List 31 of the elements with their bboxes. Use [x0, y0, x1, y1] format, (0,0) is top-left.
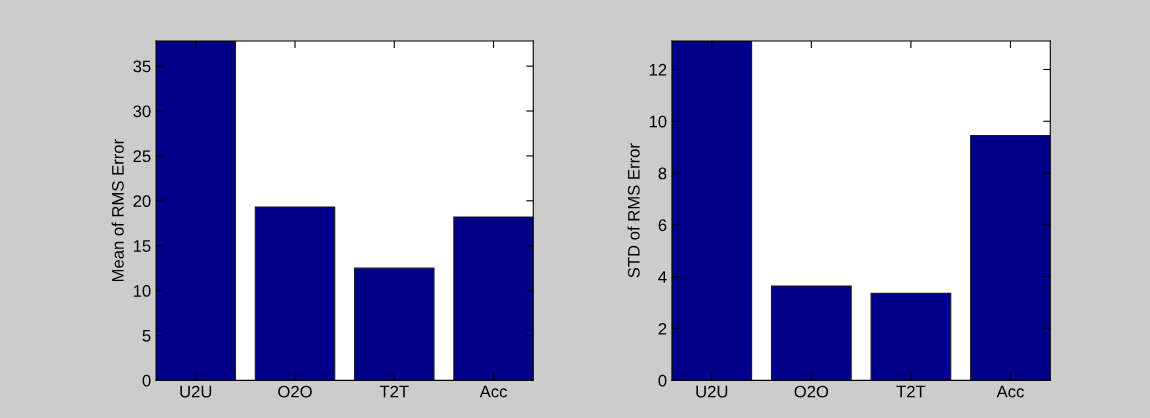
y-tick-label: 10 [133, 284, 151, 297]
y-tick-label: 0 [658, 374, 667, 387]
bar [354, 267, 435, 381]
x-tick-label: T2T [379, 385, 409, 398]
bar [453, 216, 534, 381]
y-tick-label: 0 [142, 374, 151, 387]
x-tick-label: U2U [696, 385, 728, 398]
y-tick-label: 30 [133, 105, 151, 118]
y-tick-label: 4 [658, 271, 667, 283]
y-tick-label: 8 [658, 167, 667, 180]
y-tick-label: 15 [133, 240, 151, 252]
bar [970, 134, 1051, 381]
x-tick-label: T2T [896, 385, 926, 398]
y-tick-label: 6 [658, 219, 667, 232]
y-axis-title: STD of RMS Error [627, 143, 640, 278]
y-tick-label: 2 [658, 322, 667, 335]
bar [770, 285, 852, 381]
y-tick-label: 12 [649, 63, 667, 76]
y-tick-label: 35 [133, 60, 151, 73]
x-tick-label: Acc [479, 385, 507, 398]
x-tick-label: O2O [794, 385, 829, 398]
y-tick-label: 20 [133, 195, 151, 207]
bar [254, 206, 336, 381]
x-tick-label: Acc [996, 385, 1024, 398]
x-tick-label: U2U [180, 385, 212, 398]
y-axis-title: Mean of RMS Error [111, 139, 124, 282]
y-tick-label: 10 [649, 115, 667, 128]
y-tick-label: 25 [133, 150, 151, 163]
x-tick-label: O2O [278, 385, 312, 398]
y-tick-label: 5 [142, 330, 151, 342]
bar [870, 292, 952, 381]
